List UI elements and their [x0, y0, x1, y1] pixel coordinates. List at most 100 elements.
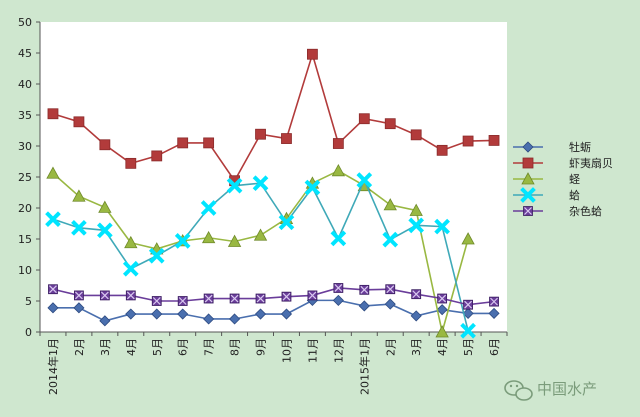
plot-area: [40, 22, 507, 332]
data-point: [203, 313, 215, 325]
data-point: [47, 302, 59, 314]
data-point: [203, 293, 214, 304]
y-tick-label: 45: [18, 47, 32, 60]
axes: 0 5 10 15 20 25 30 35 40 45 50 2014年1月 2月 3月 4月 5月 6月 7月 8…: [18, 16, 508, 395]
data-point: [73, 116, 85, 128]
y-tick-label: 25: [18, 171, 32, 184]
data-point: [125, 308, 137, 320]
y-tick-label: 15: [18, 233, 32, 246]
series-5: [48, 283, 499, 310]
data-point: [278, 214, 295, 231]
data-point: [385, 284, 396, 295]
data-point: [304, 179, 321, 196]
data-point: [151, 296, 162, 306]
legend-marker: [521, 172, 535, 185]
data-point: [382, 231, 399, 248]
x-tick-label: 3月: [99, 338, 112, 356]
data-point: [99, 290, 110, 301]
data-point: [461, 232, 475, 245]
y-tick-label: 0: [25, 326, 32, 339]
x-tick-label: 10月: [280, 338, 293, 363]
data-point: [332, 294, 344, 306]
legend-label: 杂色蛤: [569, 204, 602, 218]
data-point: [281, 291, 292, 302]
data-point: [489, 296, 499, 307]
legend-label: 虾夷扇贝: [569, 156, 613, 170]
data-point: [151, 308, 163, 320]
y-tick-label: 10: [18, 264, 32, 277]
data-point: [435, 325, 449, 338]
x-tick-label: 5月: [462, 338, 475, 356]
data-point: [125, 157, 137, 169]
data-point: [358, 113, 370, 125]
data-point: [201, 230, 216, 244]
data-point: [203, 137, 215, 149]
data-point: [410, 310, 422, 322]
data-point: [122, 260, 139, 277]
x-tick-label: 4月: [436, 338, 449, 356]
data-point: [383, 198, 397, 211]
data-point: [434, 218, 450, 235]
data-point: [226, 177, 243, 194]
legend-item: 蛏: [513, 172, 580, 186]
data-point: [74, 290, 84, 301]
legend-marker: [522, 157, 534, 169]
x-tick-label: 6月: [488, 338, 501, 356]
data-point: [358, 300, 370, 312]
data-point: [98, 200, 112, 213]
data-point: [177, 296, 188, 306]
data-point: [436, 304, 448, 316]
y-tick-label: 20: [18, 202, 32, 215]
data-point: [488, 307, 500, 319]
series-2: [47, 48, 500, 187]
data-point: [462, 307, 474, 319]
data-point: [99, 139, 111, 151]
data-point: [330, 230, 347, 247]
x-tick-label: 6月: [177, 338, 190, 356]
data-point: [177, 137, 189, 149]
data-point: [227, 234, 242, 247]
data-point: [356, 172, 373, 188]
data-point: [254, 308, 267, 320]
data-point: [411, 289, 422, 300]
legend-marker: [523, 206, 533, 216]
data-point: [437, 293, 448, 304]
data-point: [307, 48, 318, 60]
x-tick-label: 11月: [306, 338, 319, 363]
legend-label: 蛤: [569, 189, 580, 202]
y-tick-label: 40: [18, 78, 32, 91]
x-tick-label: 2月: [73, 338, 86, 356]
legend-marker: [522, 141, 534, 153]
data-point: [45, 211, 61, 227]
y-tick-label: 5: [25, 295, 32, 308]
data-point: [253, 228, 268, 241]
legend-item: 虾夷扇贝: [513, 156, 613, 170]
data-point: [125, 290, 136, 301]
x-tick-label: 5月: [151, 338, 164, 356]
y-tick-label: 35: [18, 109, 32, 122]
data-point: [255, 293, 266, 304]
series-layer: [45, 48, 500, 339]
data-point: [408, 217, 425, 234]
x-tick-label: 2月: [384, 338, 397, 356]
data-point: [488, 135, 500, 146]
data-point: [47, 108, 59, 120]
watermark: 中国水产: [504, 380, 597, 401]
legend-label: 蛏: [569, 172, 580, 186]
legend-item: 蛤: [513, 187, 580, 203]
x-tick-label: 2014年1月: [46, 338, 60, 395]
data-point: [436, 144, 448, 156]
legend-marker: [520, 187, 536, 203]
data-point: [333, 283, 344, 293]
x-tick-label: 12月: [332, 338, 345, 363]
series-1: [47, 294, 500, 327]
data-point: [229, 293, 240, 304]
data-point: [409, 203, 423, 216]
data-point: [200, 200, 217, 216]
data-point: [124, 235, 138, 249]
data-point: [99, 315, 111, 327]
data-point: [229, 313, 241, 325]
data-point: [410, 129, 422, 141]
data-point: [307, 290, 318, 301]
